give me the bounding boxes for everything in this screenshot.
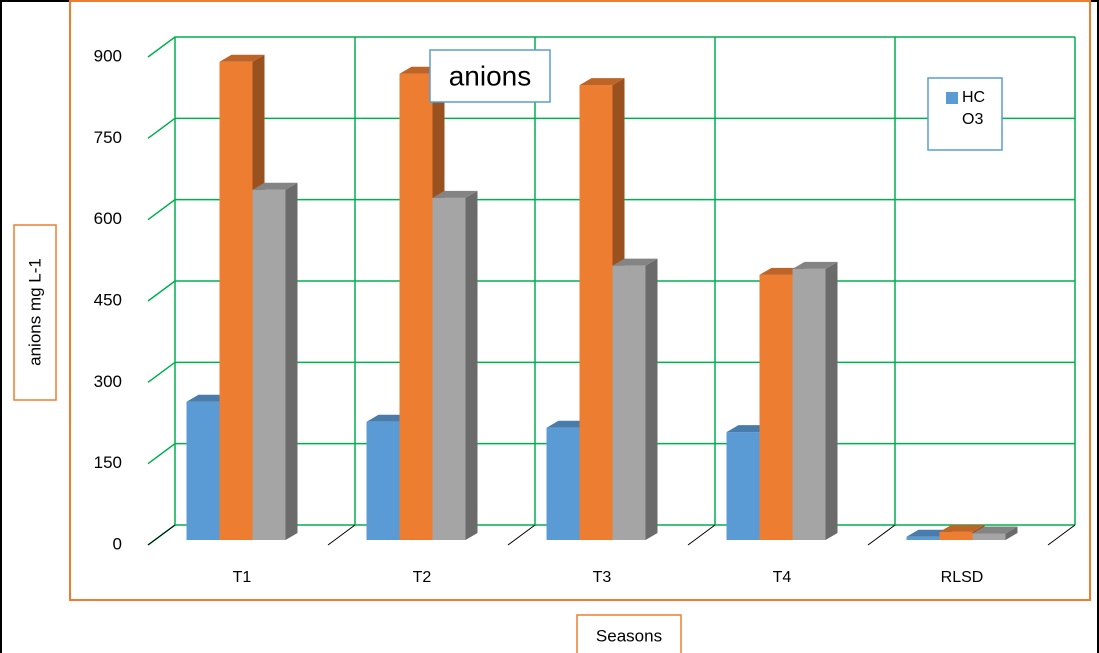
bar-top bbox=[792, 261, 838, 269]
y-tick-label: 300 bbox=[94, 372, 122, 391]
bar bbox=[906, 536, 940, 540]
bar bbox=[939, 531, 973, 540]
floor-tick bbox=[147, 524, 176, 546]
bar-top bbox=[252, 182, 298, 190]
y-tick-label: 450 bbox=[94, 290, 122, 309]
x-tick-label: RLSD bbox=[941, 569, 984, 586]
y-tick-label: 900 bbox=[94, 46, 122, 65]
bar bbox=[219, 61, 253, 540]
y-tick-label: 150 bbox=[94, 453, 122, 472]
bar bbox=[546, 427, 580, 540]
bar-top bbox=[219, 54, 265, 62]
bar-side bbox=[825, 261, 838, 540]
legend-swatch bbox=[946, 92, 958, 104]
x-tick-label: T2 bbox=[413, 569, 432, 586]
chart-title: anions bbox=[449, 60, 532, 91]
bar bbox=[726, 432, 760, 540]
x-tick-label: T3 bbox=[593, 569, 612, 586]
bar-top bbox=[939, 524, 985, 532]
bar bbox=[759, 274, 793, 540]
x-tick-label: T1 bbox=[233, 569, 252, 586]
y-tick-label: 750 bbox=[94, 128, 122, 147]
x-label-box bbox=[576, 614, 682, 653]
bar bbox=[366, 421, 400, 540]
floor-tick bbox=[507, 524, 536, 546]
x-axis-label: Seasons bbox=[596, 626, 662, 645]
bar bbox=[612, 265, 646, 540]
x-tick-label: T4 bbox=[773, 569, 792, 586]
bar-side bbox=[465, 190, 478, 540]
bar-top bbox=[579, 78, 625, 86]
title-box bbox=[429, 49, 551, 103]
legend-label: HC bbox=[962, 89, 985, 106]
floor-tick bbox=[687, 524, 716, 546]
bar bbox=[252, 189, 286, 541]
bar-side bbox=[1005, 526, 1018, 540]
y-axis-label: anions mg L-1 bbox=[25, 258, 44, 366]
bar-side bbox=[285, 182, 298, 541]
y-tick-label: 600 bbox=[94, 209, 122, 228]
legend-label: O3 bbox=[962, 111, 983, 128]
bar bbox=[186, 401, 220, 540]
bar bbox=[432, 197, 466, 540]
y-tick-label: 0 bbox=[113, 534, 122, 553]
plot-frame bbox=[69, 0, 1091, 601]
floor-tick bbox=[327, 524, 356, 546]
y-label-box bbox=[13, 224, 57, 401]
bar bbox=[399, 73, 433, 540]
bar bbox=[792, 268, 826, 540]
bar-top bbox=[612, 258, 658, 266]
legend-box bbox=[927, 77, 1003, 151]
bar bbox=[972, 533, 1006, 540]
bar-side bbox=[645, 258, 658, 540]
bar-top bbox=[432, 190, 478, 198]
bar-top bbox=[972, 526, 1018, 534]
bar bbox=[579, 85, 613, 540]
grid-line bbox=[147, 36, 1075, 58]
floor-tick bbox=[1047, 524, 1076, 546]
floor-tick bbox=[867, 524, 896, 546]
